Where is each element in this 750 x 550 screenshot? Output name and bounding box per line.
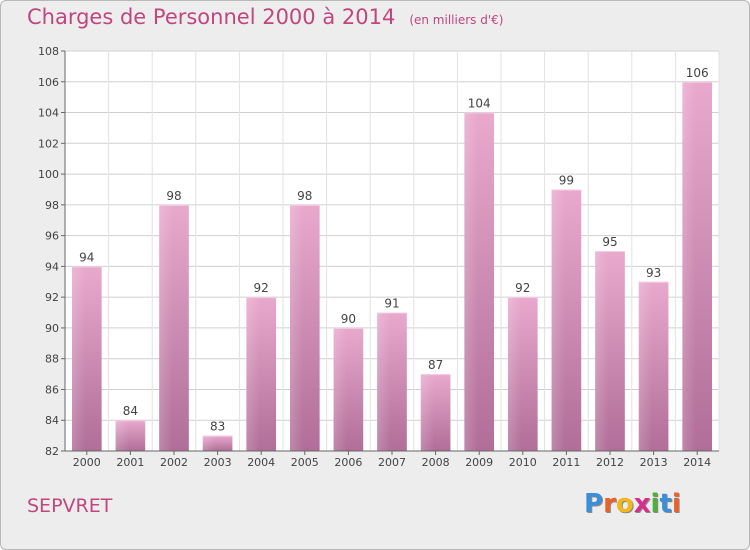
bar-highlight <box>507 297 522 451</box>
bar-value-label: 94 <box>79 250 94 264</box>
y-tick-label: 108 <box>38 45 59 58</box>
y-tick-label: 92 <box>45 291 59 304</box>
bar-value-label: 90 <box>341 312 356 326</box>
bar-highlight <box>159 204 173 451</box>
y-tick-label: 82 <box>45 445 59 458</box>
bar-highlight <box>115 420 129 451</box>
x-tick-label: 2007 <box>378 456 406 469</box>
x-tick-label: 2002 <box>160 456 188 469</box>
x-tick-label: 2014 <box>683 456 711 469</box>
bar-highlight <box>71 266 86 451</box>
logo-letter: o <box>615 489 634 519</box>
y-tick-label: 102 <box>38 137 59 150</box>
bar-value-label: 95 <box>602 235 617 249</box>
proxiti-logo: Proxiti <box>584 489 681 519</box>
bar-value-label: 91 <box>384 297 399 311</box>
x-tick-label: 2006 <box>334 456 362 469</box>
logo-letter: x <box>633 489 651 519</box>
x-tick-label: 2011 <box>552 456 580 469</box>
bar-highlight <box>289 204 304 451</box>
x-tick-label: 2010 <box>509 456 537 469</box>
y-tick-label: 96 <box>45 230 59 243</box>
chart-title-text: Charges de Personnel 2000 à 2014 <box>27 5 396 29</box>
bar-highlight <box>420 374 435 451</box>
bar-highlight <box>682 81 696 452</box>
bar-highlight <box>464 112 478 452</box>
bar-value-label: 92 <box>254 281 269 295</box>
city-name: SEPVRET <box>27 495 113 517</box>
y-tick-label: 84 <box>45 414 59 427</box>
x-tick-label: 2004 <box>247 456 275 469</box>
y-tick-label: 86 <box>45 383 59 396</box>
bar-value-label: 104 <box>468 97 491 111</box>
x-tick-label: 2005 <box>291 456 319 469</box>
bar-highlight <box>333 327 347 451</box>
bar-value-label: 87 <box>428 358 443 372</box>
bar-value-label: 106 <box>686 66 709 80</box>
bar-value-label: 83 <box>210 420 225 434</box>
chart-title: Charges de Personnel 2000 à 2014 (en mill… <box>27 5 503 29</box>
bar-value-label: 99 <box>559 173 574 187</box>
y-tick-label: 100 <box>38 168 59 181</box>
bar-highlight <box>638 281 653 451</box>
y-tick-label: 98 <box>45 199 59 212</box>
y-tick-label: 104 <box>38 107 59 120</box>
bar-highlight <box>202 435 217 451</box>
x-tick-label: 2013 <box>640 456 668 469</box>
bar-value-label: 98 <box>166 189 181 203</box>
logo-letter: P <box>584 489 604 519</box>
logo-letter: i <box>671 489 681 519</box>
y-tick-label: 90 <box>45 322 59 335</box>
bar-value-label: 98 <box>297 189 312 203</box>
bar-value-label: 92 <box>515 281 530 295</box>
logo-letter: t <box>659 489 672 519</box>
bar-highlight <box>551 189 565 451</box>
y-tick-label: 88 <box>45 353 59 366</box>
x-tick-label: 2008 <box>422 456 450 469</box>
x-tick-label: 2001 <box>116 456 144 469</box>
y-tick-label: 106 <box>38 76 59 89</box>
chart-subtitle: (en milliers d'€) <box>409 13 504 27</box>
bar-highlight <box>595 251 609 451</box>
x-tick-label: 2003 <box>204 456 232 469</box>
bar-value-label: 84 <box>123 404 138 418</box>
bar-highlight <box>246 297 260 451</box>
bar-value-label: 93 <box>646 266 661 280</box>
x-tick-label: 2000 <box>73 456 101 469</box>
x-tick-label: 2009 <box>465 456 493 469</box>
bar-highlight <box>377 312 391 451</box>
x-tick-label: 2012 <box>596 456 624 469</box>
y-tick-label: 94 <box>45 260 59 273</box>
logo-letter: i <box>650 489 660 519</box>
logo-letter: r <box>603 489 616 519</box>
